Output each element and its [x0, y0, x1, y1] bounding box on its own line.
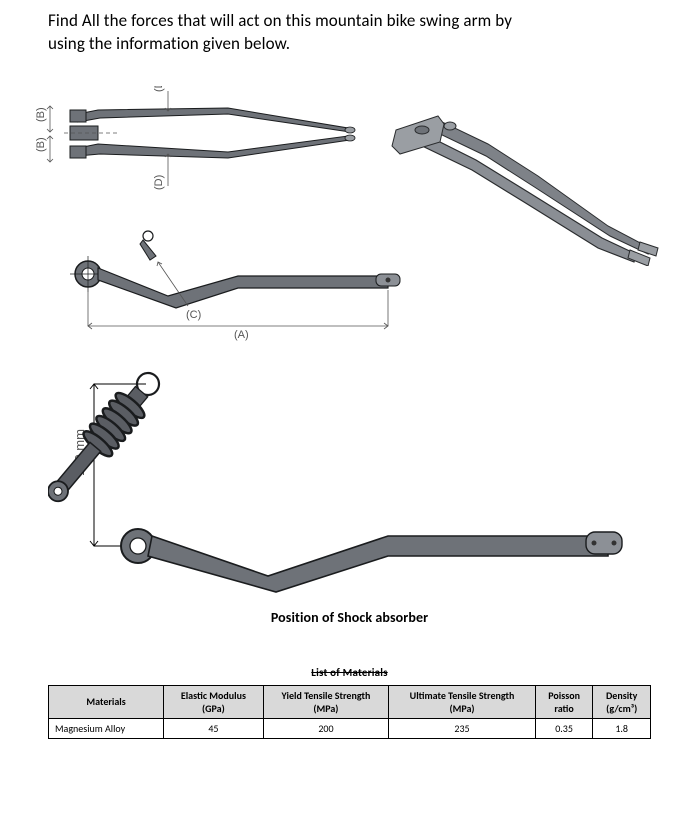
h-elastic-unit: (GPa) [168, 702, 258, 715]
col-materials: Materials [49, 685, 164, 718]
engineering-views: (B) (B) (D) (D) [48, 86, 651, 346]
h-density-unit: (g/cm³) [597, 702, 646, 715]
problem-statement: Find All the forces that will act on thi… [48, 10, 651, 56]
materials-table: Materials Elastic Modulus (GPa) Yield Te… [48, 685, 651, 739]
dim-d: (D) [153, 86, 165, 92]
materials-title: List of Materials [48, 666, 651, 679]
dim-b-top: (B) [35, 107, 47, 122]
h-poisson-unit: ratio [540, 702, 589, 715]
iso-view [378, 96, 678, 266]
h-density: Density [606, 689, 637, 702]
h-poisson: Poisson [548, 689, 580, 702]
h-ultimate: Ultimate Tensile Strength [410, 689, 515, 702]
shock-svg: 180 mm [48, 356, 648, 596]
h-ultimate-unit: (MPa) [393, 702, 531, 715]
prompt-line-2: using the information given below. [48, 33, 290, 54]
table-header-row: Materials Elastic Modulus (GPa) Yield Te… [49, 685, 651, 718]
dim-d-lower: (D) [153, 175, 165, 190]
shock-caption: Position of Shock absorber [48, 609, 651, 626]
top-view: (B) (B) (D) (D) [28, 86, 368, 206]
page: Find All the forces that will act on thi… [0, 0, 689, 759]
cell-density: 1.8 [593, 718, 651, 738]
col-elastic: Elastic Modulus (GPa) [164, 685, 263, 718]
h-yield-unit: (MPa) [268, 702, 385, 715]
cell-yield: 200 [263, 718, 389, 738]
dim-c: (C) [186, 309, 201, 321]
col-poisson: Poisson ratio [535, 685, 593, 718]
cell-material: Magnesium Alloy [49, 718, 164, 738]
cell-ultimate: 235 [389, 718, 536, 738]
h-yield: Yield Tensile Strength [282, 689, 371, 702]
shock-position-figure: 180 mm [48, 356, 651, 616]
col-ultimate: Ultimate Tensile Strength (MPa) [389, 685, 536, 718]
cell-elastic: 45 [164, 718, 263, 738]
h-elastic: Elastic Modulus [181, 689, 246, 702]
cell-poisson: 0.35 [535, 718, 593, 738]
h-materials: Materials [86, 695, 125, 708]
col-density: Density (g/cm³) [593, 685, 651, 718]
dim-b-bot: (B) [35, 137, 47, 152]
col-yield: Yield Tensile Strength (MPa) [263, 685, 389, 718]
dim-a: (A) [234, 329, 249, 341]
table-row: Magnesium Alloy 45 200 235 0.35 1.8 [49, 718, 651, 738]
prompt-line-1: Find All the forces that will act on thi… [48, 10, 512, 31]
side-view: (C) (A) [58, 226, 418, 346]
